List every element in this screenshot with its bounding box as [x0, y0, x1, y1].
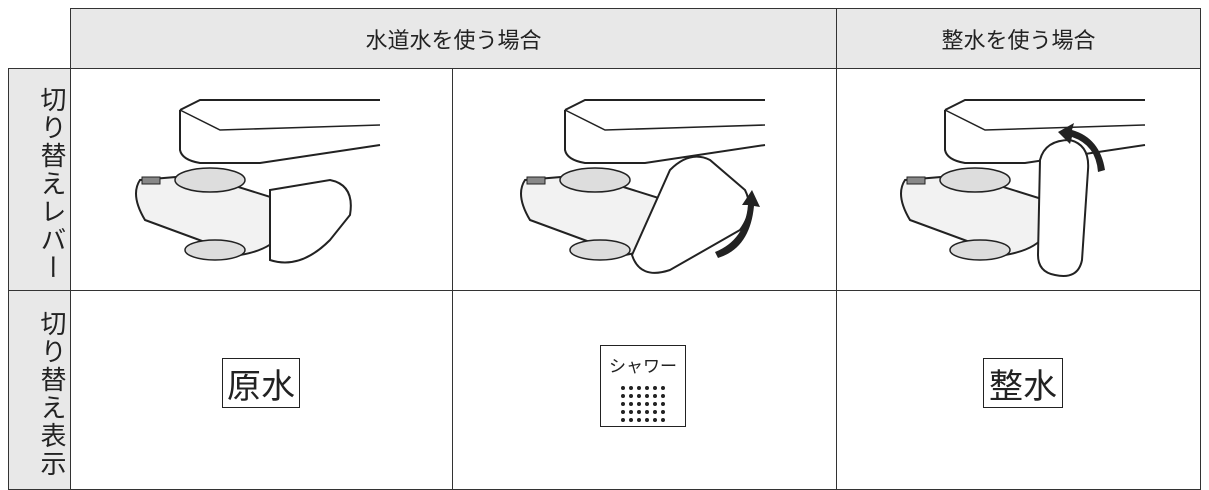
- header-cell: 整水を使う場合: [836, 8, 1201, 69]
- display-text: 原水: [227, 366, 295, 407]
- shower-dots: [621, 386, 665, 422]
- arrow: [715, 190, 760, 258]
- display-text: 整水: [989, 366, 1057, 407]
- display-label: シャワー: [600, 345, 686, 427]
- illustrations: [135, 99, 1146, 277]
- row-label-text: 切り替えレバー: [36, 85, 66, 282]
- row-label: 切り替えレバー: [8, 68, 71, 291]
- arrow: [1058, 123, 1105, 172]
- row-label-text: 切り替え表示: [36, 310, 66, 478]
- display-text: シャワー: [609, 357, 677, 377]
- lever: [269, 178, 352, 264]
- header-text: 水道水を使う場合: [365, 28, 542, 54]
- lever: [1036, 138, 1090, 277]
- header-text: 整水を使う場合: [941, 28, 1096, 54]
- display-label: 原水: [222, 358, 300, 408]
- lever: [630, 155, 750, 274]
- display-label: 整水: [983, 358, 1063, 408]
- page: 水道水を使う場合 整水を使う場合 切り替えレバー 切り替え表示 原水: [8, 8, 1201, 490]
